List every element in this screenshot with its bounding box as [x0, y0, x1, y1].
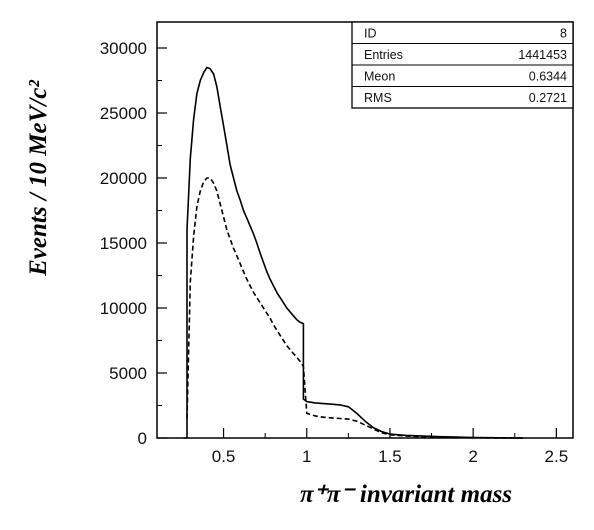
stats-box: ID 8 Entries 1441453 Meon 0.6344 RMS 0.2721 [351, 21, 574, 109]
stats-key: Meon [364, 70, 395, 84]
axis-ticks: 0.5 1 1.5 2 2.5 0 5000 10000 15000 20000 25000 3000… [100, 39, 568, 466]
stats-key: RMS [364, 91, 392, 105]
y-axis-title: Events / 10 MeV/c² [25, 80, 52, 277]
stats-value: 0.2721 [529, 91, 567, 105]
series-line-solid [183, 66, 524, 439]
y-tick-label: 15000 [100, 234, 147, 253]
stats-key: Entries [364, 48, 403, 62]
x-tick-label: 0.5 [212, 447, 236, 466]
y-tick-label: 5000 [109, 364, 147, 383]
stats-value: 8 [560, 27, 567, 41]
series-line-dashed [186, 177, 524, 439]
stats-value: 1441453 [518, 48, 567, 62]
x-tick-label: 1.5 [378, 447, 402, 466]
x-tick-label: 2.5 [545, 447, 569, 466]
data-series [183, 66, 524, 439]
y-tick-label: 0 [138, 429, 147, 448]
stats-key: ID [364, 27, 377, 41]
y-tick-label: 10000 [100, 299, 147, 318]
y-tick-label: 20000 [100, 169, 147, 188]
y-tick-label: 25000 [100, 104, 147, 123]
y-tick-label: 30000 [100, 39, 147, 58]
x-axis-title: π⁺π⁻ invariant mass [300, 481, 512, 508]
stats-value: 0.6344 [529, 70, 567, 84]
x-tick-label: 2 [468, 447, 477, 466]
x-tick-label: 1 [302, 447, 311, 466]
